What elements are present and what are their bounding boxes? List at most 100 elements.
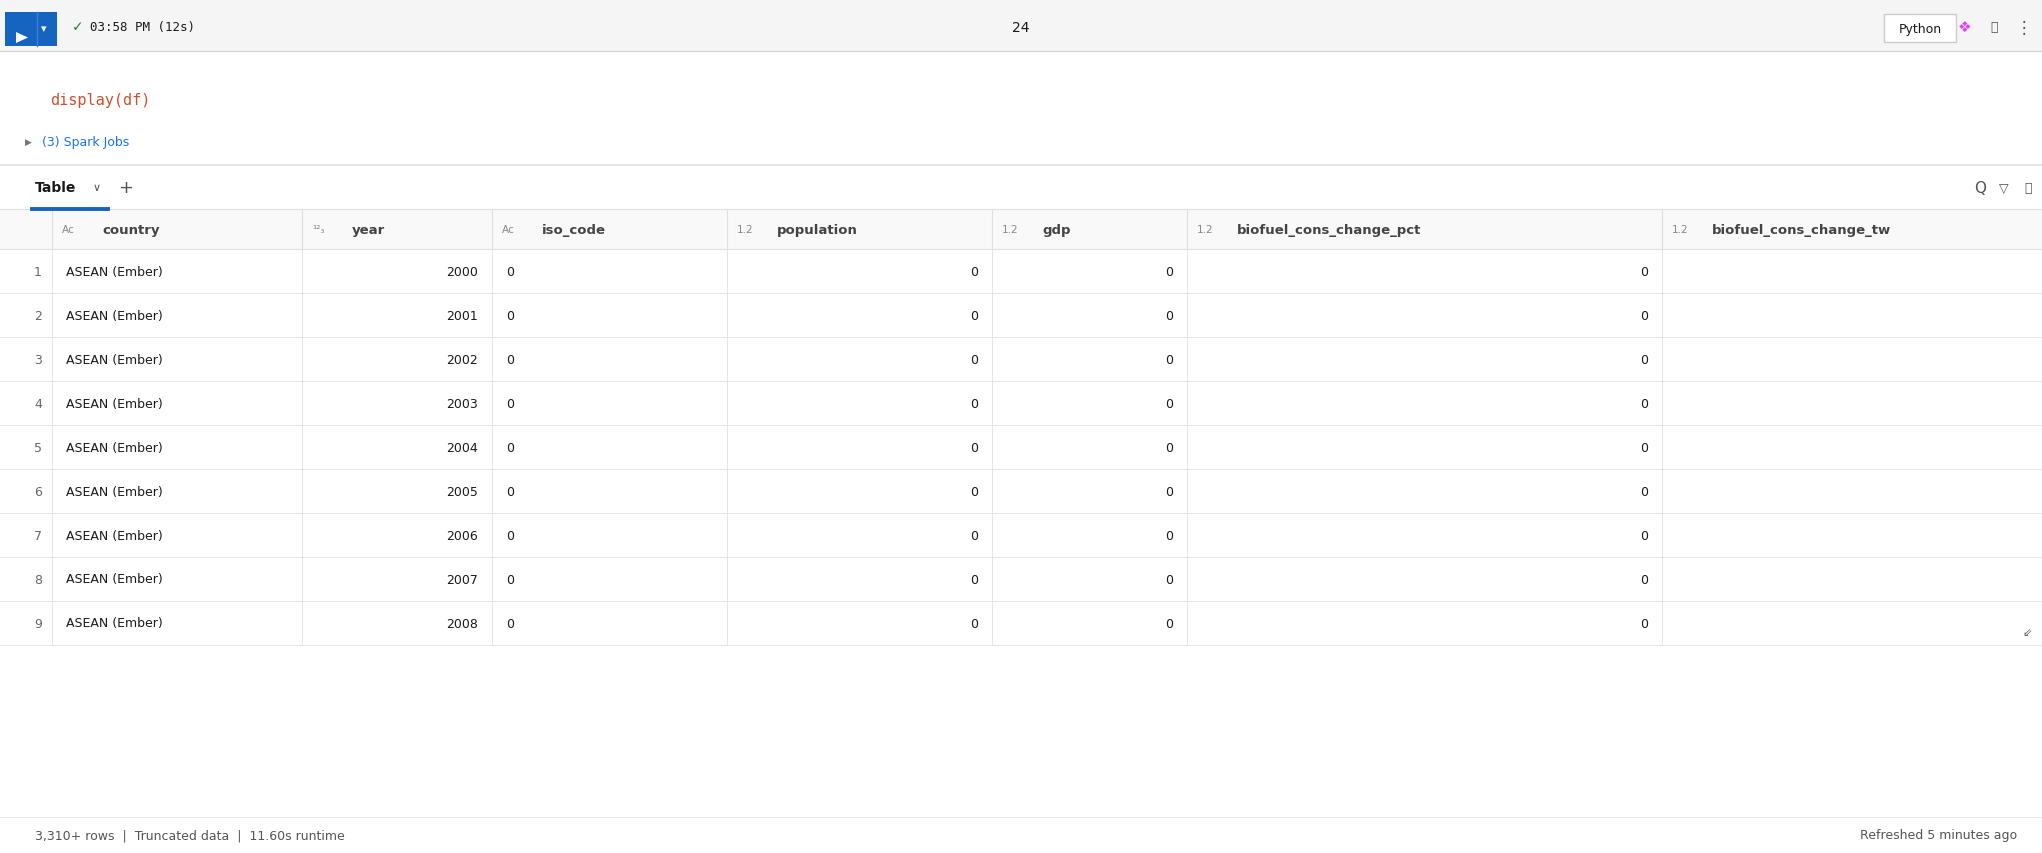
- Text: 0: 0: [970, 573, 978, 586]
- Text: 2005: 2005: [445, 485, 478, 498]
- Text: 0: 0: [970, 265, 978, 278]
- Text: 0: 0: [970, 441, 978, 454]
- Text: ASEAN (Ember): ASEAN (Ember): [65, 309, 163, 322]
- Text: ⋮: ⋮: [2015, 19, 2032, 37]
- Text: 0: 0: [970, 529, 978, 542]
- Text: year: year: [351, 223, 386, 236]
- Text: 0: 0: [970, 353, 978, 366]
- Text: Aᴄ: Aᴄ: [502, 224, 515, 235]
- Text: 1.2: 1.2: [737, 224, 753, 235]
- Text: ✓: ✓: [71, 20, 84, 34]
- FancyBboxPatch shape: [0, 0, 2042, 52]
- Text: 0: 0: [970, 397, 978, 410]
- Text: 0: 0: [506, 309, 515, 322]
- Text: 0: 0: [1640, 353, 1648, 366]
- Text: ❖: ❖: [1958, 20, 1973, 35]
- Text: 2000: 2000: [445, 265, 478, 278]
- Text: gdp: gdp: [1041, 223, 1070, 236]
- Text: Refreshed 5 minutes ago: Refreshed 5 minutes ago: [1860, 828, 2017, 842]
- Text: 0: 0: [970, 309, 978, 322]
- Text: ASEAN (Ember): ASEAN (Ember): [65, 265, 163, 278]
- FancyBboxPatch shape: [0, 426, 2042, 469]
- Text: Q: Q: [1975, 180, 1987, 195]
- FancyBboxPatch shape: [0, 210, 2042, 250]
- Text: ∨: ∨: [94, 183, 102, 193]
- Text: 2003: 2003: [447, 397, 478, 410]
- Text: 0: 0: [506, 441, 515, 454]
- Text: display(df): display(df): [49, 92, 151, 107]
- Text: ASEAN (Ember): ASEAN (Ember): [65, 617, 163, 630]
- Text: 1.2: 1.2: [1672, 224, 1689, 235]
- Text: 1.2: 1.2: [1197, 224, 1213, 235]
- FancyBboxPatch shape: [0, 293, 2042, 338]
- Text: 0: 0: [1166, 529, 1172, 542]
- Text: 0: 0: [506, 529, 515, 542]
- Text: iso_code: iso_code: [541, 223, 606, 236]
- Text: biofuel_cons_change_tw: biofuel_cons_change_tw: [1711, 223, 1891, 236]
- FancyBboxPatch shape: [0, 469, 2042, 514]
- Text: 9: 9: [35, 617, 43, 630]
- FancyBboxPatch shape: [0, 250, 2042, 293]
- Text: 0: 0: [1640, 529, 1648, 542]
- Text: 6: 6: [35, 485, 43, 498]
- FancyBboxPatch shape: [0, 817, 2042, 853]
- FancyBboxPatch shape: [0, 514, 2042, 557]
- Text: 0: 0: [506, 265, 515, 278]
- Text: 3: 3: [35, 353, 43, 366]
- FancyBboxPatch shape: [0, 601, 2042, 645]
- Text: ▽: ▽: [1999, 182, 2009, 194]
- Text: population: population: [778, 223, 858, 236]
- Text: ASEAN (Ember): ASEAN (Ember): [65, 353, 163, 366]
- Text: ▾: ▾: [41, 25, 47, 34]
- Text: 5: 5: [35, 441, 43, 454]
- FancyBboxPatch shape: [0, 338, 2042, 381]
- Text: 2007: 2007: [445, 573, 478, 586]
- Text: 2008: 2008: [445, 617, 478, 630]
- Text: 0: 0: [1640, 617, 1648, 630]
- Text: 0: 0: [1166, 441, 1172, 454]
- Polygon shape: [16, 33, 29, 44]
- Text: 0: 0: [1166, 485, 1172, 498]
- Text: Aᴄ: Aᴄ: [61, 224, 76, 235]
- Text: 0: 0: [1640, 441, 1648, 454]
- Text: 2006: 2006: [447, 529, 478, 542]
- Text: 0: 0: [506, 617, 515, 630]
- FancyBboxPatch shape: [4, 13, 57, 47]
- FancyBboxPatch shape: [0, 557, 2042, 601]
- FancyBboxPatch shape: [0, 381, 2042, 426]
- Text: country: country: [102, 223, 159, 236]
- Text: ⬜: ⬜: [2024, 182, 2032, 194]
- Text: biofuel_cons_change_pct: biofuel_cons_change_pct: [1237, 223, 1421, 236]
- Text: 0: 0: [1166, 617, 1172, 630]
- Text: 0: 0: [1640, 573, 1648, 586]
- Text: 0: 0: [506, 573, 515, 586]
- Text: +: +: [118, 179, 133, 197]
- Text: ▶: ▶: [25, 137, 33, 147]
- Text: 0: 0: [1640, 397, 1648, 410]
- Text: 2: 2: [35, 309, 43, 322]
- Text: ASEAN (Ember): ASEAN (Ember): [65, 441, 163, 454]
- Text: ⇙: ⇙: [2024, 627, 2032, 637]
- Text: 0: 0: [1166, 265, 1172, 278]
- Text: 0: 0: [1166, 573, 1172, 586]
- Text: 0: 0: [1640, 485, 1648, 498]
- Text: 0: 0: [1640, 309, 1648, 322]
- Text: 1: 1: [35, 265, 43, 278]
- Text: ASEAN (Ember): ASEAN (Ember): [65, 485, 163, 498]
- Text: 3,310+ rows  |  Truncated data  |  11.60s runtime: 3,310+ rows | Truncated data | 11.60s ru…: [35, 828, 345, 842]
- Text: 2001: 2001: [447, 309, 478, 322]
- Text: 0: 0: [970, 485, 978, 498]
- FancyBboxPatch shape: [1885, 15, 1956, 43]
- Text: ASEAN (Ember): ASEAN (Ember): [65, 529, 163, 542]
- Text: 0: 0: [1640, 265, 1648, 278]
- Text: 24: 24: [1013, 20, 1029, 34]
- Text: 7: 7: [35, 529, 43, 542]
- Text: Table: Table: [35, 181, 76, 194]
- Text: 0: 0: [970, 617, 978, 630]
- Text: 4: 4: [35, 397, 43, 410]
- Text: 0: 0: [506, 353, 515, 366]
- Text: 0: 0: [1166, 309, 1172, 322]
- Text: ASEAN (Ember): ASEAN (Ember): [65, 573, 163, 586]
- Text: 8: 8: [35, 573, 43, 586]
- Text: Python: Python: [1899, 22, 1942, 36]
